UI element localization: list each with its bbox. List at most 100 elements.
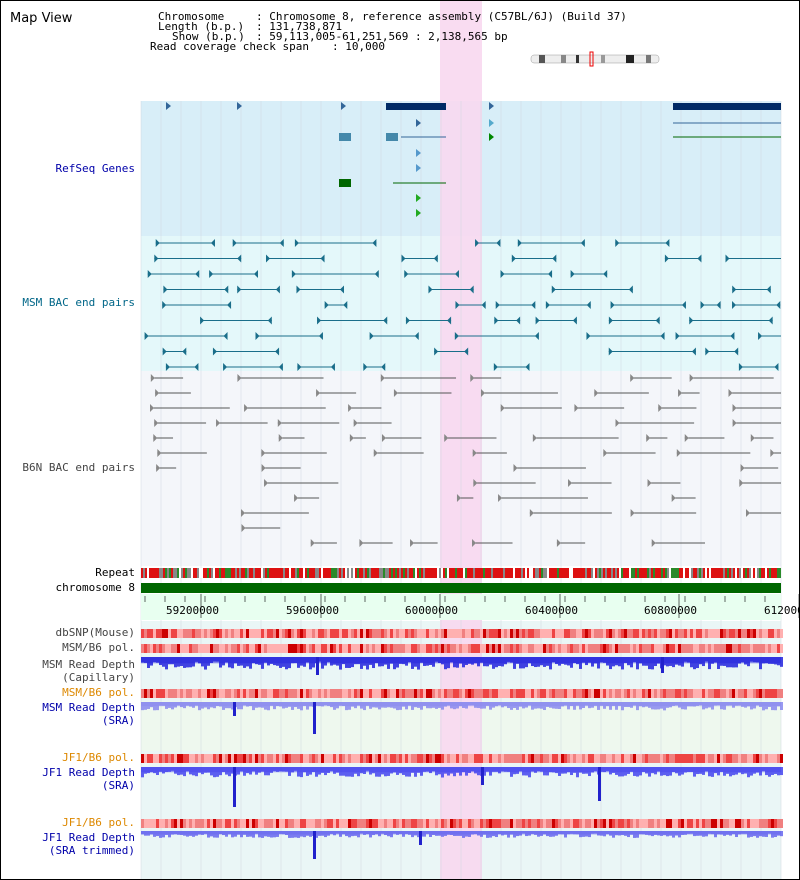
polymorphism-cell	[510, 689, 513, 698]
depth-bar	[621, 831, 624, 836]
polymorphism-cell	[648, 629, 651, 638]
polymorphism-cell	[315, 819, 318, 828]
polymorphism-cell	[390, 754, 393, 763]
polymorphism-cell	[420, 819, 423, 828]
polymorphism-cell	[636, 819, 639, 828]
polymorphism-cell	[759, 689, 762, 698]
depth-bar	[150, 657, 153, 666]
depth-bar	[717, 657, 720, 670]
polymorphism-cell	[624, 689, 627, 698]
repeat-element	[419, 568, 421, 578]
polymorphism-cell	[471, 819, 474, 828]
depth-bar	[225, 831, 228, 837]
depth-bar	[474, 767, 477, 774]
polymorphism-cell	[447, 689, 450, 698]
msm-bac-end	[496, 239, 501, 247]
depth-bar	[219, 657, 222, 668]
b6n-bac-end	[529, 509, 534, 517]
depth-bar	[525, 702, 528, 708]
polymorphism-cell	[585, 644, 588, 653]
b6n-bac-end	[615, 419, 620, 427]
msm-bac-end	[628, 285, 633, 294]
polymorphism-cell	[153, 629, 156, 638]
polymorphism-cell	[723, 629, 726, 638]
polymorphism-cell	[711, 754, 714, 763]
polymorphism-cell	[201, 689, 204, 698]
depth-bar	[147, 657, 150, 668]
depth-bar	[630, 657, 633, 668]
polymorphism-cell	[378, 629, 381, 638]
repeat-element	[715, 568, 717, 578]
depth-bar	[222, 702, 225, 710]
depth-bar	[642, 831, 645, 835]
polymorphism-cell	[279, 629, 282, 638]
polymorphism-cell	[741, 754, 744, 763]
repeat-element	[459, 568, 461, 578]
repeat-element	[759, 568, 761, 578]
polymorphism-cell	[663, 644, 666, 653]
polymorphism-cell	[486, 754, 489, 763]
repeat-element	[523, 568, 525, 578]
polymorphism-cell	[168, 644, 171, 653]
depth-bar	[582, 657, 585, 663]
depth-bar	[210, 657, 213, 663]
depth-bar	[252, 657, 255, 664]
polymorphism-cell	[708, 629, 711, 638]
polymorphism-cell	[594, 689, 597, 698]
depth-bar	[510, 831, 513, 835]
depth-bar	[765, 767, 768, 776]
repeat-element	[643, 568, 645, 578]
repeat-element	[513, 568, 515, 578]
polymorphism-cell	[738, 689, 741, 698]
depth-bar	[402, 831, 405, 837]
polymorphism-cell	[339, 629, 342, 638]
repeat-element	[151, 568, 153, 578]
polymorphism-cell	[633, 644, 636, 653]
polymorphism-cell	[528, 754, 531, 763]
depth-bar	[321, 767, 324, 773]
polymorphism-cell	[282, 754, 285, 763]
polymorphism-cell	[447, 754, 450, 763]
depth-bar	[600, 831, 603, 836]
b6n-bac-end	[261, 464, 266, 472]
polymorphism-cell	[612, 629, 615, 638]
polymorphism-cell	[558, 754, 561, 763]
polymorphism-cell	[210, 689, 213, 698]
depth-bar	[411, 702, 414, 710]
repeat-element	[405, 568, 407, 578]
depth-bar	[390, 657, 393, 664]
polymorphism-cell	[441, 689, 444, 698]
polymorphism-cell	[579, 644, 582, 653]
polymorphism-cell	[675, 689, 678, 698]
depth-bar	[534, 702, 537, 709]
depth-bar	[171, 831, 174, 835]
polymorphism-cell	[495, 644, 498, 653]
repeat-element	[669, 568, 671, 578]
polymorphism-cell	[390, 629, 393, 638]
polymorphism-cell	[756, 629, 759, 638]
msm-bac-end	[495, 301, 500, 309]
depth-bar	[459, 831, 462, 836]
depth-bar	[330, 702, 333, 708]
polymorphism-cell	[774, 754, 777, 763]
polymorphism-cell	[192, 754, 195, 763]
depth-bar	[513, 831, 516, 838]
depth-bar	[612, 767, 615, 773]
b6n-bac-end	[684, 434, 689, 442]
repeat-element	[449, 568, 451, 578]
polymorphism-cell	[318, 644, 321, 653]
depth-bar	[237, 657, 240, 666]
polymorphism-cell	[603, 629, 606, 638]
repeat-element	[191, 568, 193, 578]
polymorphism-cell	[282, 689, 285, 698]
polymorphism-cell	[255, 754, 258, 763]
polymorphism-cell	[189, 819, 192, 828]
msm-bac-end	[551, 285, 556, 294]
repeat-element	[637, 568, 639, 578]
b6n-bac-end	[150, 374, 155, 382]
repeat-element	[357, 568, 359, 578]
polymorphism-cell	[474, 754, 477, 763]
polymorphism-cell	[744, 754, 747, 763]
depth-bar	[243, 657, 246, 668]
